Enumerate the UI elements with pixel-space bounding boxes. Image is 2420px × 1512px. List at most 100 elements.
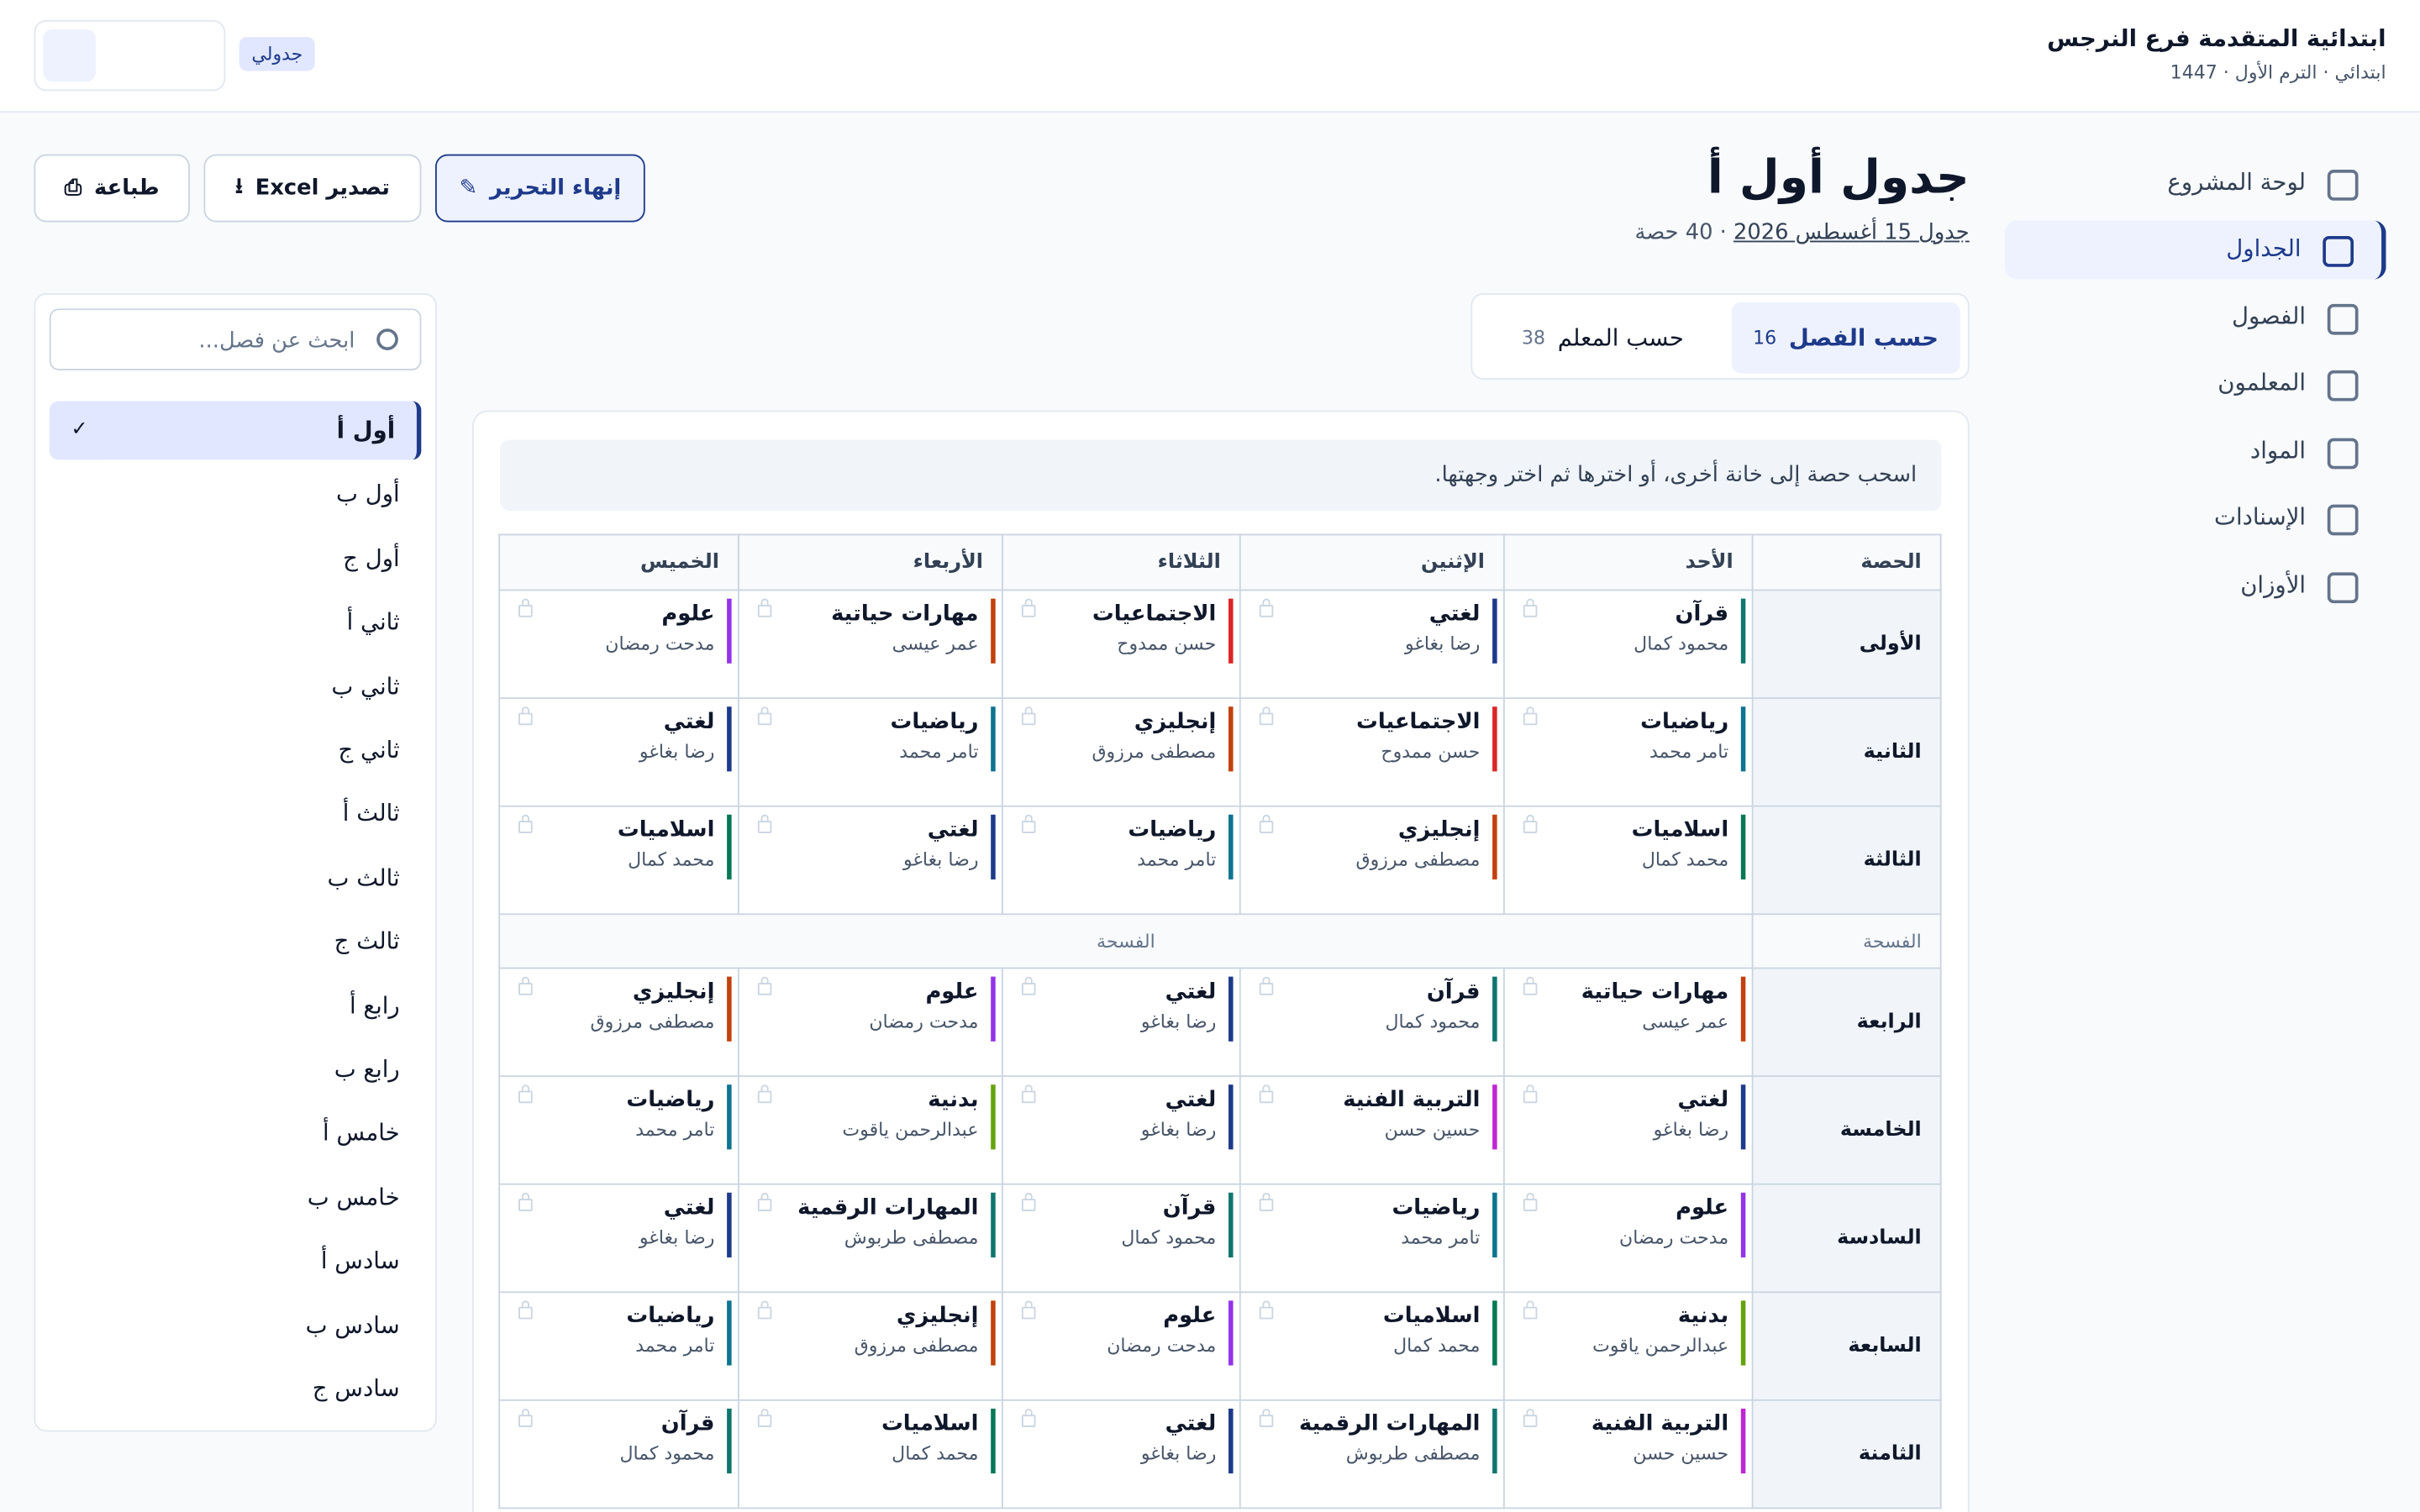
lesson-cell[interactable]: علوم مدحت رمضان [1002,1291,1241,1401]
lock-icon[interactable] [518,1408,533,1427]
theme-dark[interactable] [103,29,155,81]
lock-icon[interactable] [1021,1408,1036,1427]
lock-icon[interactable] [757,1300,772,1320]
lock-icon[interactable] [518,1192,533,1211]
lesson-cell[interactable]: اسلاميات محمد كمال [498,805,739,916]
lesson[interactable]: قرآن محمود كمال [1634,598,1746,664]
class-item[interactable]: رابع ب [50,1040,422,1099]
lesson[interactable]: رياضيات تامر محمد [626,1084,732,1150]
lesson-cell[interactable]: لغتي رضا بغاغو [1002,967,1241,1078]
class-item[interactable]: ثاني ج [50,721,422,780]
lesson-cell[interactable]: لغتي رضا بغاغو [1002,1399,1241,1509]
lock-icon[interactable] [1259,976,1274,995]
lesson-cell[interactable]: رياضيات تامر محمد [498,1291,739,1401]
class-item[interactable]: سادس ج [50,1359,422,1418]
class-item[interactable]: ثالث ب [50,848,422,907]
lesson[interactable]: الاجتماعيات حسن ممدوح [1092,598,1234,664]
lesson-cell[interactable]: قرآن محمود كمال [498,1399,739,1509]
lesson[interactable]: لغتي رضا بغاغو [1405,598,1497,664]
class-item[interactable]: أول ج [50,529,422,588]
lesson-cell[interactable]: إنجليزي مصطفى مرزوق [1002,697,1241,807]
lesson-cell[interactable]: قرآن محمود كمال [1502,589,1754,700]
lesson[interactable]: مهارات حياتية عمر عيسى [1581,976,1746,1042]
lesson[interactable]: لغتي رضا بغاغو [639,1192,732,1257]
lesson-cell[interactable]: لغتي رضا بغاغو [737,805,1003,916]
lesson-cell[interactable]: التربية الفنية حسين حسن [1502,1399,1754,1509]
lock-icon[interactable] [1021,814,1036,833]
lesson-cell[interactable]: بدنية عبدالرحمن ياقوت [1502,1291,1754,1401]
lesson-cell[interactable]: علوم مدحت رمضان [1502,1183,1754,1294]
lesson-cell[interactable]: لغتي رضا بغاغو [1502,1075,1754,1185]
nav-item[interactable]: الفصول [2009,288,2386,347]
lesson-cell[interactable]: رياضيات تامر محمد [1239,1183,1505,1294]
lesson[interactable]: لغتي رضا بغاغو [1141,1408,1234,1474]
lock-icon[interactable] [1523,1084,1538,1104]
lesson-cell[interactable]: مهارات حياتية عمر عيسى [737,589,1003,700]
lesson[interactable]: إنجليزي مصطفى مرزوق [1356,814,1497,879]
lesson-cell[interactable]: المهارات الرقمية مصطفى طربوش [1239,1399,1505,1509]
lesson[interactable]: لغتي رضا بغاغو [1141,976,1234,1042]
lesson-cell[interactable]: التربية الفنية حسين حسن [1239,1075,1505,1185]
lock-icon[interactable] [518,1300,533,1320]
lesson[interactable]: رياضيات تامر محمد [1392,1192,1497,1257]
lesson[interactable]: بدنية عبدالرحمن ياقوت [1592,1300,1746,1366]
lock-icon[interactable] [518,706,533,726]
lesson-cell[interactable]: لغتي رضا بغاغو [498,697,739,807]
theme-system[interactable] [43,29,96,82]
lock-icon[interactable] [757,976,772,995]
class-item[interactable]: ثالث ج [50,912,422,971]
lock-icon[interactable] [1523,976,1538,995]
lesson[interactable]: رياضيات تامر محمد [626,1300,732,1366]
lesson-cell[interactable]: مهارات حياتية عمر عيسى [1502,967,1754,1078]
lock-icon[interactable] [1523,814,1538,833]
lock-icon[interactable] [1259,1300,1274,1320]
lock-icon[interactable] [1259,706,1274,726]
lesson[interactable]: بدنية عبدالرحمن ياقوت [842,1084,996,1150]
lock-icon[interactable] [1259,814,1274,833]
lesson[interactable]: لغتي رضا بغاغو [903,814,996,879]
lesson-cell[interactable]: المهارات الرقمية مصطفى طربوش [737,1183,1003,1294]
class-item[interactable]: ثاني ب [50,657,422,716]
lesson-cell[interactable]: علوم مدحت رمضان [498,589,739,700]
lock-icon[interactable] [757,598,772,617]
lesson-cell[interactable]: إنجليزي مصطفى مرزوق [498,967,739,1078]
class-item[interactable]: أول ب [50,465,422,524]
lesson[interactable]: اسلاميات محمد كمال [618,814,732,879]
lesson[interactable]: قرآن محمود كمال [619,1408,732,1474]
lock-icon[interactable] [1021,598,1036,617]
lesson[interactable]: المهارات الرقمية مصطفى طربوش [797,1192,996,1257]
class-item[interactable]: رابع أ [50,976,422,1035]
lesson-cell[interactable]: اسلاميات محمد كمال [1239,1291,1505,1401]
lesson-cell[interactable]: لغتي رضا بغاغو [1239,589,1505,700]
class-item[interactable]: ثاني أ [50,593,422,652]
lesson-cell[interactable]: لغتي رضا بغاغو [498,1183,739,1294]
lock-icon[interactable] [757,1408,772,1427]
lock-icon[interactable] [1523,598,1538,617]
lock-icon[interactable] [1021,976,1036,995]
lesson[interactable]: لغتي رضا بغاغو [639,706,732,772]
lesson[interactable]: علوم مدحت رمضان [869,976,996,1042]
lesson[interactable]: المهارات الرقمية مصطفى طربوش [1299,1408,1497,1474]
lesson[interactable]: لغتي رضا بغاغو [1141,1084,1234,1150]
lesson[interactable]: رياضيات تامر محمد [891,706,996,772]
lesson[interactable]: قرآن محمود كمال [1385,976,1497,1042]
lesson-cell[interactable]: علوم مدحت رمضان [737,967,1003,1078]
lesson-cell[interactable]: بدنية عبدالرحمن ياقوت [737,1075,1003,1185]
print-button[interactable]: طباعة ⎙ [34,154,190,223]
export-button[interactable]: تصدير Excel ⭳ [203,154,422,223]
lock-icon[interactable] [1021,706,1036,726]
lesson[interactable]: إنجليزي مصطفى مرزوق [855,1300,996,1366]
lesson-cell[interactable]: قرآن محمود كمال [1002,1183,1241,1294]
lesson[interactable]: مهارات حياتية عمر عيسى [831,598,996,664]
lesson[interactable]: رياضيات تامر محمد [1128,814,1234,879]
lesson-cell[interactable]: إنجليزي مصطفى مرزوق [737,1291,1003,1401]
lock-icon[interactable] [757,1192,772,1211]
lock-icon[interactable] [757,706,772,726]
lesson-cell[interactable]: الاجتماعيات حسن ممدوح [1002,589,1241,700]
lock-icon[interactable] [1523,1300,1538,1320]
class-item[interactable]: خامس ب [50,1168,422,1226]
lesson-cell[interactable]: رياضيات تامر محمد [1002,805,1241,916]
lock-icon[interactable] [1523,1408,1538,1427]
lock-icon[interactable] [518,814,533,833]
lesson[interactable]: اسلاميات محمد كمال [1632,814,1746,879]
